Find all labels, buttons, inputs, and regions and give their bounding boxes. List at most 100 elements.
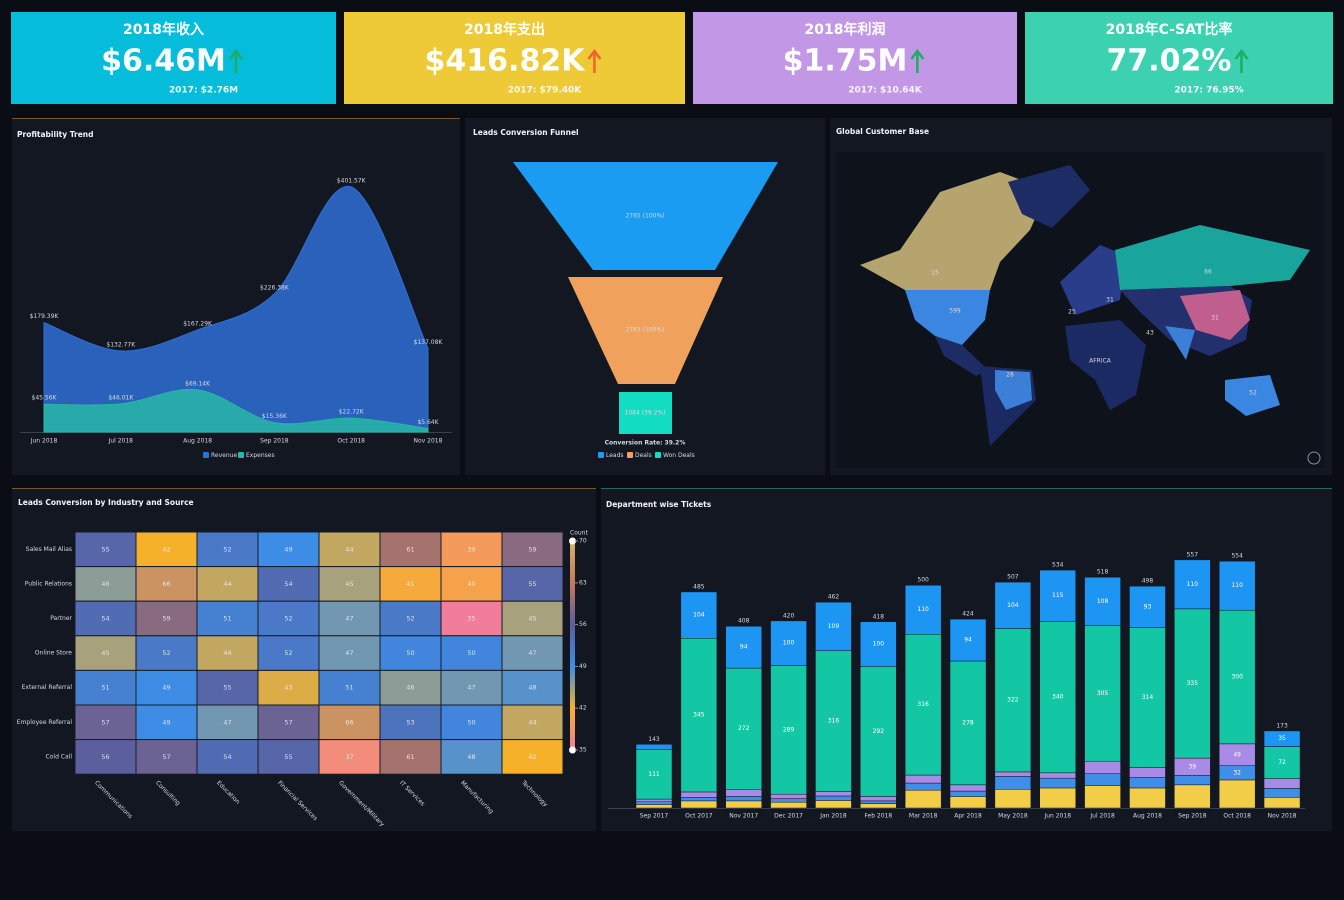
- total-label: 500: [917, 577, 929, 584]
- cell-label: 42: [162, 545, 170, 553]
- legend-label: Won Deals: [663, 452, 695, 459]
- heat-cell: [74, 531, 137, 568]
- total-label: 424: [962, 611, 974, 618]
- bar-segment: [635, 804, 673, 809]
- zoom-button[interactable]: [1307, 451, 1321, 465]
- cell-label: 49: [162, 718, 170, 726]
- heat-cell: [135, 635, 198, 671]
- country: [1065, 320, 1146, 410]
- annotation: Conversion Rate: 39.2%: [605, 440, 686, 447]
- heat-cell: [135, 531, 198, 568]
- x-tick-label: Aug 2018: [183, 438, 212, 445]
- segment-label: 49: [1233, 751, 1241, 758]
- bar-segment: [725, 796, 762, 802]
- segment-label: 316: [828, 718, 840, 725]
- bar-segment: [994, 789, 1032, 809]
- data-label: $137.08K: [414, 339, 444, 346]
- heat-cell: [196, 531, 259, 568]
- heat-cell: [135, 739, 198, 775]
- colorbar-tick-label: 35: [579, 747, 587, 754]
- trend-arrow: [1234, 48, 1249, 73]
- legend-swatch: [627, 452, 633, 458]
- x-tick-label: Nov 2018: [1268, 813, 1297, 820]
- cell-label: 41: [406, 580, 414, 588]
- cell-label: 52: [406, 615, 414, 623]
- bar-segment: [1129, 585, 1166, 628]
- cell-label: 42: [528, 753, 536, 761]
- heat-cell: [440, 566, 503, 602]
- bar-segment: [770, 801, 807, 809]
- segment-label: 94: [740, 644, 748, 651]
- map-label: AFRICA: [1089, 358, 1112, 365]
- segment-label: 340: [1052, 694, 1064, 701]
- row-label: Public Relations: [25, 580, 72, 587]
- map-value: 31: [1211, 315, 1219, 322]
- row-label: External Referral: [22, 684, 73, 691]
- heat-cell: [379, 635, 442, 671]
- segment-label: 292: [873, 728, 885, 735]
- heat-cell: [318, 704, 381, 741]
- segment-label: 94: [964, 637, 972, 644]
- colorbar-handle: [569, 746, 576, 754]
- heat-cell: [74, 704, 137, 741]
- x-tick-label: Apr 2018: [954, 813, 982, 820]
- cell-label: 45: [528, 615, 536, 623]
- country: [1165, 326, 1195, 360]
- cell-label: 39: [467, 545, 475, 553]
- cell-label: 47: [528, 649, 536, 657]
- cell-label: 51: [101, 684, 109, 692]
- bar-segment: [994, 771, 1032, 777]
- bar-segment: [1129, 627, 1166, 768]
- bar-segment: [770, 793, 807, 799]
- segment-label: 72: [1278, 759, 1286, 766]
- cell-label: 52: [284, 615, 292, 623]
- bar-segment: [860, 803, 897, 809]
- legend-swatch: [238, 452, 244, 458]
- bar-segment: [680, 638, 718, 793]
- x-tick-label: May 2018: [998, 813, 1028, 820]
- legend-label: Deals: [635, 452, 652, 459]
- map-value: 599: [949, 308, 961, 315]
- funnel-stage: [568, 277, 723, 384]
- cell-label: 59: [162, 615, 170, 623]
- cell-label: 40: [467, 580, 475, 588]
- segment-label: 104: [693, 612, 705, 619]
- panel-title: Global Customer Base: [836, 127, 929, 136]
- bar-segment: [635, 798, 673, 803]
- cell-label: 47: [345, 615, 353, 623]
- bar-segment: [1174, 608, 1211, 759]
- segment-label: 110: [917, 606, 929, 613]
- legend-swatch: [203, 452, 209, 458]
- kpi-value: $416.82K: [425, 44, 587, 79]
- heat-cell: [257, 531, 320, 568]
- cell-label: 48: [528, 684, 536, 692]
- cell-label: 35: [467, 615, 475, 623]
- total-label: 554: [1231, 553, 1243, 560]
- heat-cell: [257, 635, 320, 671]
- cell-label: 44: [345, 545, 353, 553]
- bar-segment: [770, 798, 807, 803]
- bar-segment: [635, 749, 673, 800]
- cell-label: 66: [162, 580, 170, 588]
- heat-cell: [196, 600, 259, 637]
- segment-label: 111: [648, 771, 660, 778]
- bar-segment: [680, 800, 718, 809]
- bar-segment: [725, 800, 762, 809]
- row-label: Employee Referral: [17, 719, 73, 726]
- heat-cell: [318, 669, 381, 706]
- heat-cell: [440, 704, 503, 741]
- map-value: 28: [1006, 372, 1014, 379]
- row-label: Partner: [50, 615, 72, 622]
- cell-label: 57: [162, 753, 170, 761]
- data-label: $22.72K: [339, 409, 365, 416]
- cell-label: 44: [528, 718, 536, 726]
- x-tick-label: Sep 2018: [260, 438, 289, 445]
- heat-cell: [501, 566, 564, 602]
- kpi-title: 2018年C-SAT比率: [1106, 21, 1233, 38]
- bar-segment: [1263, 797, 1301, 809]
- segment-label: 345: [693, 712, 705, 719]
- segment-label: 316: [917, 701, 929, 708]
- segment-label: 335: [1187, 680, 1199, 687]
- data-label: $46.01K: [108, 394, 134, 401]
- funnel-stage: [619, 392, 672, 434]
